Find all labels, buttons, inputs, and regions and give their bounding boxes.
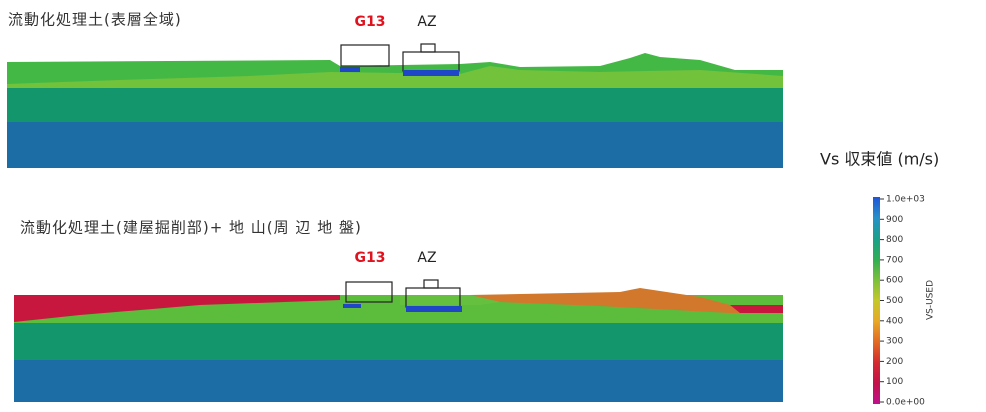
building-label: G13 [355,14,386,30]
colorbar-axis-label: VS-USED [926,280,936,320]
colorbar-title: Vs 収束値 (m/s) [820,150,939,169]
cross-section [14,279,783,402]
cross-section [7,43,783,168]
colorbar-tick-label: 800 [886,235,903,245]
panel-title: 流動化処理土(建屋掘削部)+ 地 山(周 辺 地 盤) [20,219,362,237]
colorbar-tick-label: 500 [886,296,903,306]
colorbar-tick-label: 100 [886,377,903,387]
colorbar [873,197,880,404]
building-label: AZ [417,250,436,266]
colorbar-ticks: 1.0e+03 900 800 700 600 500 400 300 200 100 0.0e+0… [880,195,925,408]
colorbar-tick-label: 700 [886,255,903,265]
colorbar-tick-label: 1.0e+03 [886,195,925,205]
colorbar-tick-label: 600 [886,276,903,286]
colorbar-tick-label: 200 [886,357,903,367]
panel-title: 流動化処理土(表層全域) [8,11,182,29]
colorbar-tick-label: 400 [886,316,903,326]
colorbar-tick-label: 300 [886,337,903,347]
building-label: AZ [417,14,436,30]
colorbar-tick-label: 0.0e+00 [886,398,925,408]
colorbar-tick-label: 900 [886,215,903,225]
building-label: G13 [355,250,386,266]
